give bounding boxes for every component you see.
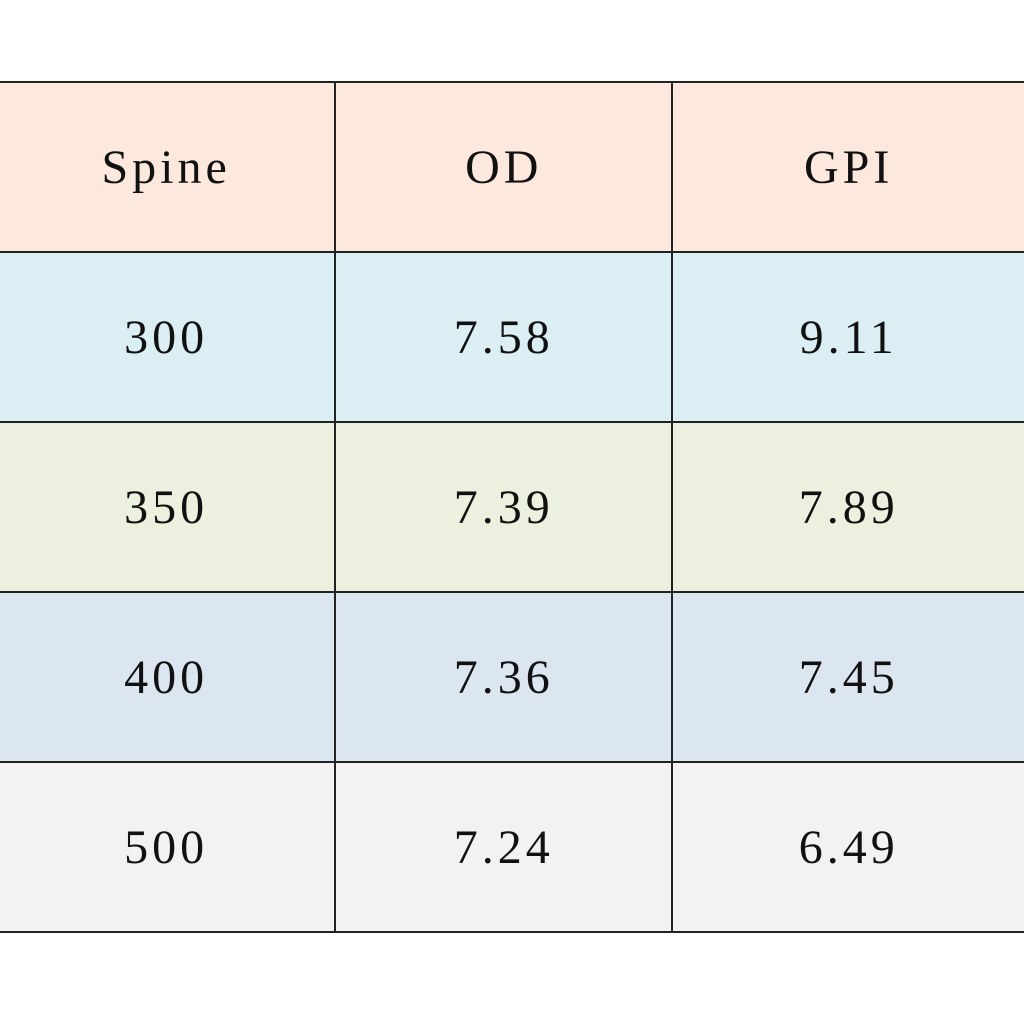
table-cell: 7.36 (334, 591, 674, 763)
table-row: 500 7.24 6.49 (0, 761, 1024, 933)
table-row: 300 7.58 9.11 (0, 251, 1024, 423)
table-row: 350 7.39 7.89 (0, 421, 1024, 593)
table-cell: 7.89 (671, 421, 1024, 593)
table-cell: 300 (0, 251, 337, 423)
table-cell: 7.24 (334, 761, 674, 933)
header-row: Spine OD GPI (0, 81, 1024, 253)
header-cell: Spine (0, 81, 337, 253)
table-container: Spine OD GPI 300 7.58 9.11 350 7.39 7.89 400 7.36 7… (0, 81, 1024, 933)
table-cell: 7.45 (671, 591, 1024, 763)
table-cell: 500 (0, 761, 337, 933)
data-table: Spine OD GPI 300 7.58 9.11 350 7.39 7.89 400 7.36 7… (0, 81, 1024, 933)
table-cell: 6.49 (671, 761, 1024, 933)
table-cell: 7.58 (334, 251, 674, 423)
header-cell: GPI (671, 81, 1024, 253)
table-cell: 7.39 (334, 421, 674, 593)
table-cell: 400 (0, 591, 337, 763)
table-cell: 9.11 (671, 251, 1024, 423)
table-row: 400 7.36 7.45 (0, 591, 1024, 763)
table-body: Spine OD GPI 300 7.58 9.11 350 7.39 7.89 400 7.36 7… (0, 81, 1024, 933)
header-cell: OD (334, 81, 674, 253)
table-cell: 350 (0, 421, 337, 593)
